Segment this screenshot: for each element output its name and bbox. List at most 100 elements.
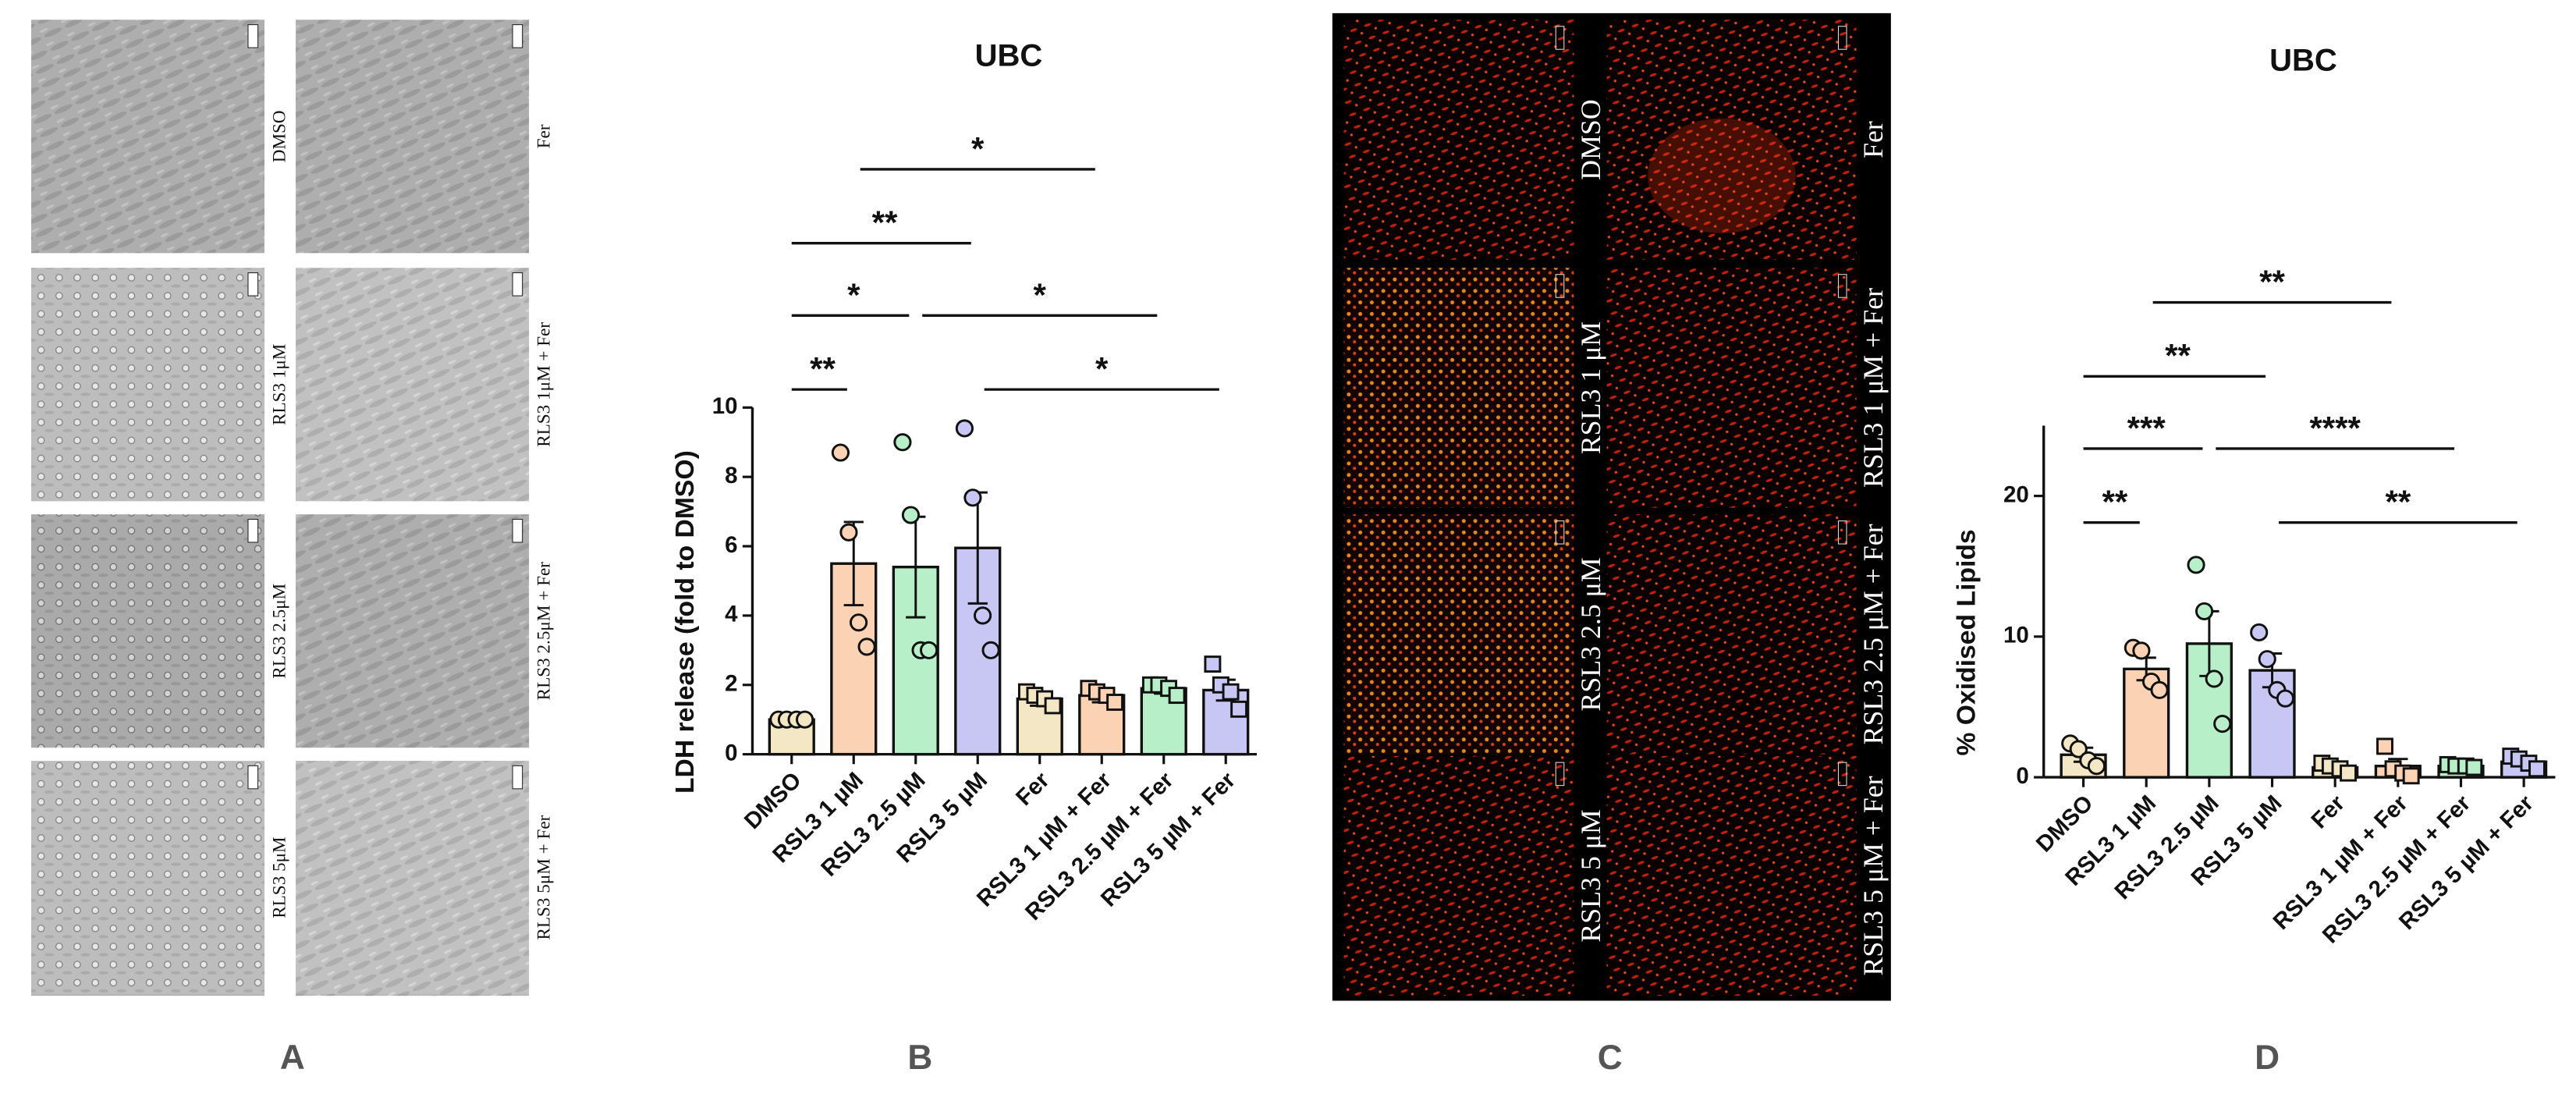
micrograph	[1606, 20, 1857, 260]
data-point	[831, 443, 850, 462]
image-label: RLS3 5μM	[269, 836, 289, 918]
y-tick-label: 2	[725, 671, 737, 697]
scale-bar	[512, 518, 523, 543]
data-point	[2528, 760, 2546, 778]
data-point	[2195, 602, 2214, 620]
significance-label: *	[1034, 276, 1047, 313]
image-label: RSL3 2.5 μM + Fer	[1857, 524, 1889, 744]
data-point	[849, 613, 868, 632]
micrograph	[296, 514, 530, 748]
scale-bar	[1555, 520, 1565, 545]
y-tick-label: 6	[725, 532, 737, 558]
y-axis-label: LDH release (fold to DMSO)	[671, 450, 700, 794]
data-point	[857, 638, 876, 656]
data-point	[1168, 687, 1186, 705]
panel-label: C	[1598, 1039, 1623, 1077]
significance-label: **	[872, 204, 898, 241]
data-point	[2069, 740, 2088, 758]
significance-label: **	[2385, 484, 2411, 520]
panel-label: A	[280, 1039, 305, 1077]
image-label: RLS3 2.5μM + Fer	[534, 562, 554, 701]
panel-label: D	[2255, 1039, 2280, 1077]
y-tick-label: 20	[2003, 481, 2029, 507]
data-point	[2187, 556, 2205, 574]
y-tick-label: 4	[725, 602, 738, 627]
data-point	[2132, 641, 2151, 660]
chart-title: UBC	[975, 38, 1043, 73]
micrograph	[1343, 755, 1574, 996]
x-tick-label: Fer	[1011, 767, 1055, 811]
data-point	[2150, 680, 2169, 699]
data-point	[955, 419, 974, 438]
data-point	[2376, 737, 2393, 755]
image-label: Fer	[534, 124, 554, 148]
micrograph-shade	[31, 761, 265, 995]
y-tick-label: 10	[2003, 623, 2029, 648]
data-point	[973, 606, 992, 625]
significance-label: *	[971, 130, 985, 167]
data-point	[2205, 669, 2223, 688]
x-tick-label: Fer	[2306, 790, 2350, 833]
data-point	[839, 523, 858, 542]
micrograph	[296, 20, 530, 254]
image-label: RLS3 1μM	[269, 344, 289, 425]
data-point	[2276, 689, 2294, 708]
data-point	[2213, 715, 2232, 733]
data-point	[1222, 683, 1240, 701]
data-point	[2465, 758, 2483, 776]
micrograph	[31, 514, 265, 748]
data-point	[2258, 650, 2276, 669]
image-label: RSL3 1 μM + Fer	[1857, 288, 1889, 488]
data-point	[1106, 694, 1124, 711]
y-tick-label: 0	[2016, 763, 2028, 789]
chart-title: UBC	[2269, 44, 2337, 78]
scale-bar	[512, 24, 523, 48]
data-point	[893, 433, 912, 452]
data-point	[901, 506, 921, 524]
scale-bar	[247, 272, 259, 297]
image-label: Fer	[1857, 121, 1889, 158]
micrograph	[31, 761, 265, 996]
scale-bar	[1837, 762, 1847, 787]
significance-label: ****	[2309, 410, 2361, 446]
data-point	[1204, 655, 1222, 673]
image-label: RSL3 5 μM + Fer	[1857, 776, 1889, 975]
micrograph	[1343, 268, 1574, 508]
data-point	[2087, 757, 2106, 776]
micrograph	[31, 268, 265, 502]
data-point	[1230, 700, 1248, 718]
micrograph-glow	[1648, 118, 1796, 234]
scale-bar	[512, 765, 523, 790]
significance-label: **	[2259, 263, 2285, 300]
micrograph-shade	[31, 268, 265, 502]
significance-label: **	[2102, 484, 2127, 520]
significance-label: **	[2165, 337, 2191, 374]
micrograph	[296, 761, 530, 996]
image-label: RLS3 2.5μM	[269, 584, 289, 679]
significance-label: ***	[2127, 410, 2166, 446]
micrograph	[1606, 755, 1857, 996]
image-label: RSL3 1 μM	[1575, 321, 1606, 454]
data-point	[963, 488, 982, 507]
y-axis-label: % Oxidised Lipids	[1953, 529, 1982, 755]
data-point	[2402, 767, 2420, 785]
data-point	[2340, 764, 2357, 782]
scale-bar	[1837, 274, 1847, 298]
micrograph	[31, 20, 265, 254]
data-point	[920, 641, 939, 659]
scale-bar	[247, 765, 259, 790]
significance-label: *	[847, 276, 860, 313]
micrograph-shade	[296, 514, 530, 748]
scale-bar	[512, 272, 523, 297]
micrograph-shade	[296, 268, 530, 502]
micrograph	[1606, 514, 1857, 755]
image-label: RLS3 5μM + Fer	[534, 815, 554, 939]
micrograph	[1343, 20, 1574, 260]
scale-bar	[1555, 274, 1565, 298]
data-point	[981, 641, 1000, 659]
scale-bar	[247, 24, 259, 48]
image-label: RSL3 2.5 μM	[1575, 557, 1606, 711]
